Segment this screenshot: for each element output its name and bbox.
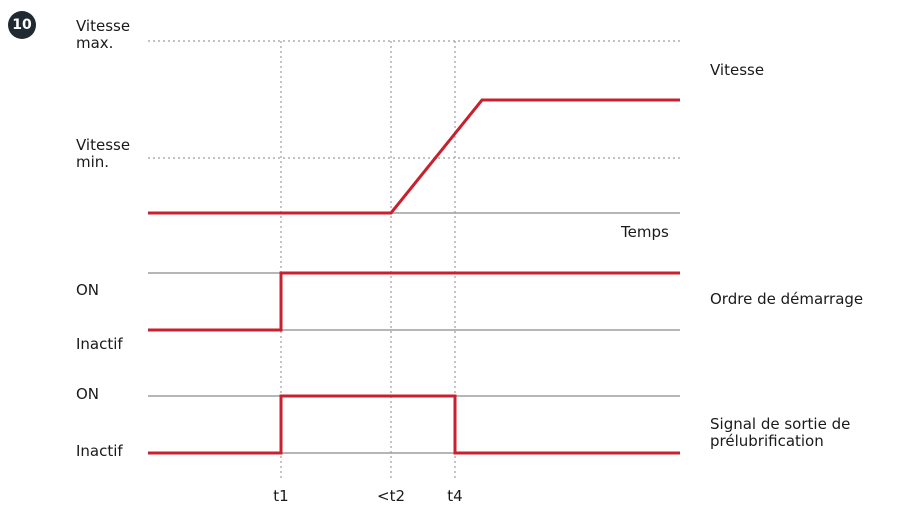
speed-trace (148, 98, 680, 215)
max-speed-label: Vitesse max. (76, 18, 130, 52)
max-speed-label-line2: max. (76, 34, 114, 52)
time-mark-t2: <t2 (377, 487, 405, 505)
prelube-on-label: ON (76, 385, 100, 403)
max-speed-label-line1: Vitesse (76, 17, 131, 35)
figure-number-badge: 10 (8, 11, 36, 39)
start-order-trace (148, 271, 680, 332)
min-speed-label: Vitesse min. (76, 137, 130, 171)
time-mark-t4: t4 (447, 487, 463, 505)
min-speed-label-line1: Vitesse (76, 136, 131, 154)
start-order-title: Ordre de démarrage (710, 290, 864, 308)
prelube-title-line1: Signal de sortie de (710, 415, 851, 433)
prelube-output-trace (148, 394, 680, 455)
start-off-label: Inactif (76, 335, 123, 353)
min-speed-label-line2: min. (76, 153, 110, 171)
time-axis-label: Temps (621, 223, 669, 241)
time-mark-t1: t1 (273, 487, 289, 505)
prelube-title-line2: prélubrification (710, 432, 824, 450)
prelube-off-label: Inactif (76, 442, 123, 460)
start-on-label: ON (76, 281, 100, 299)
speed-title: Vitesse (710, 61, 765, 79)
prelube-title: Signal de sortie de prélubrification (710, 416, 850, 450)
